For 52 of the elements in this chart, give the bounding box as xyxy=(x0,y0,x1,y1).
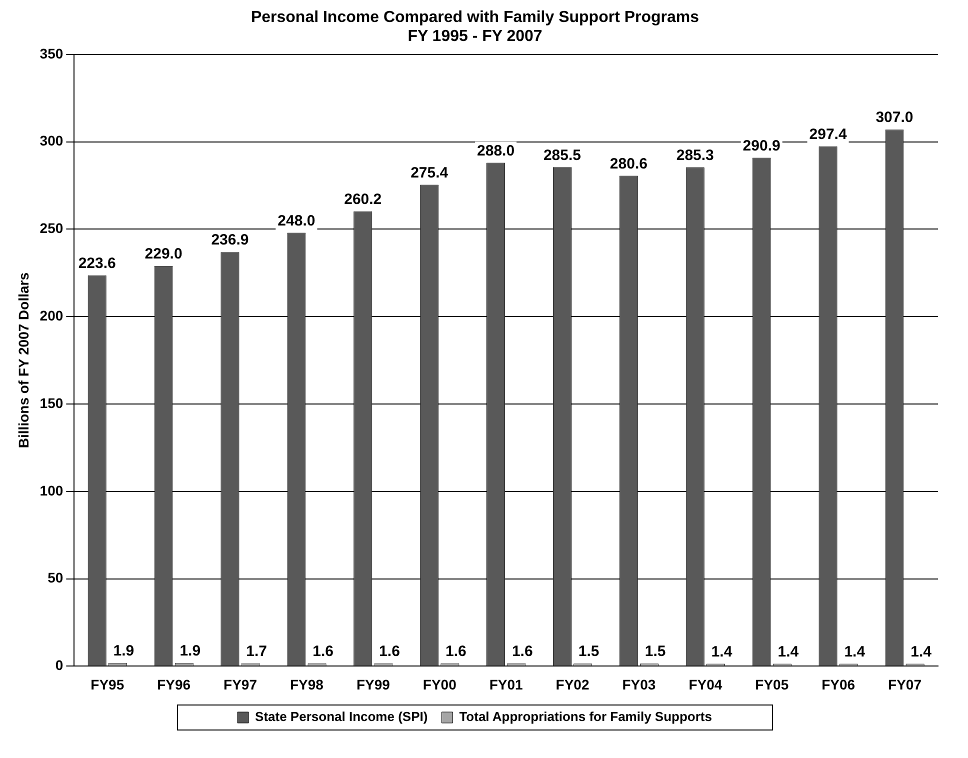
data-label: 223.6 xyxy=(78,254,116,272)
y-tick-label: 0 xyxy=(55,657,64,674)
data-label: 1.9 xyxy=(180,642,201,660)
data-label: 260.2 xyxy=(344,191,382,208)
data-label: 307.0 xyxy=(876,109,914,126)
data-label: 290.9 xyxy=(742,137,780,154)
x-tick-label: FY00 xyxy=(422,676,457,692)
legend-label: State Personal Income (SPI) xyxy=(255,709,428,724)
data-label: 275.4 xyxy=(410,164,449,182)
legend-label: Total Appropriations for Family Supports xyxy=(459,709,712,724)
data-label: 229.0 xyxy=(144,246,182,263)
data-label: 297.4 xyxy=(809,126,848,143)
data-label: 1.6 xyxy=(312,643,334,660)
y-tick-label: 100 xyxy=(40,482,64,498)
x-tick-label: FY03 xyxy=(622,676,656,692)
data-label: 236.9 xyxy=(211,232,249,249)
data-label: 1.5 xyxy=(644,643,666,660)
y-tick-label: 350 xyxy=(40,45,64,62)
x-tick-label: FY98 xyxy=(290,676,324,692)
data-label: 285.5 xyxy=(543,146,581,164)
x-tick-label: FY96 xyxy=(157,676,191,692)
data-label: 1.6 xyxy=(379,643,400,660)
data-label: 1.6 xyxy=(446,643,466,660)
data-label: 1.7 xyxy=(246,642,268,660)
data-label: 248.0 xyxy=(278,212,316,230)
x-tick-label: FY02 xyxy=(556,676,590,692)
y-tick-label: 50 xyxy=(48,570,64,586)
x-tick-label: FY99 xyxy=(356,676,390,692)
data-label: 1.4 xyxy=(844,643,866,660)
data-label: 1.4 xyxy=(711,643,733,660)
x-tick-label: FY06 xyxy=(822,676,856,692)
x-tick-label: FY07 xyxy=(888,676,922,692)
chart-title: Personal Income Compared with Family Support Programs xyxy=(250,9,700,26)
data-label: 1.4 xyxy=(778,643,800,660)
data-label: 1.9 xyxy=(113,642,134,660)
y-tick-label: 300 xyxy=(40,132,64,149)
data-label: 1.5 xyxy=(578,643,600,660)
data-label: 1.6 xyxy=(512,643,533,660)
data-label: 280.6 xyxy=(610,155,648,172)
y-axis-title: Billions of FY 2007 Dollars xyxy=(15,272,32,448)
x-tick-label: FY95 xyxy=(90,676,124,692)
x-tick-label: FY05 xyxy=(755,676,789,692)
x-tick-label: FY01 xyxy=(489,676,524,692)
x-tick-label: FY04 xyxy=(688,676,722,692)
y-tick-label: 250 xyxy=(40,220,64,236)
data-label: 1.4 xyxy=(910,643,932,660)
x-tick-label: FY97 xyxy=(224,676,258,692)
data-label: 288.0 xyxy=(477,142,515,160)
chart-subtitle: FY 1995 - FY 2007 xyxy=(408,28,542,46)
y-tick-label: 200 xyxy=(40,307,64,324)
y-tick-label: 150 xyxy=(40,394,64,411)
data-label: 285.3 xyxy=(676,147,714,164)
